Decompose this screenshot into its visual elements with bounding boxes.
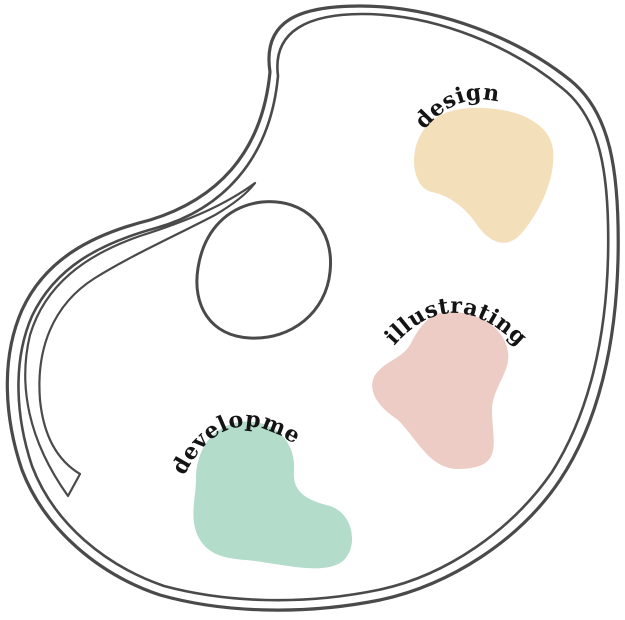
paint-blob-illustrating: illustrating	[372, 293, 532, 470]
palette-highlight-stroke	[24, 181, 257, 498]
illustrating-blob-shape	[372, 311, 509, 470]
design-blob-shape	[414, 107, 554, 243]
thumb-hole	[195, 200, 333, 340]
development-blob-shape	[193, 421, 353, 569]
paint-blob-design: design	[410, 79, 554, 243]
palette-outline	[5, 4, 620, 612]
development-label: development	[0, 0, 305, 479]
